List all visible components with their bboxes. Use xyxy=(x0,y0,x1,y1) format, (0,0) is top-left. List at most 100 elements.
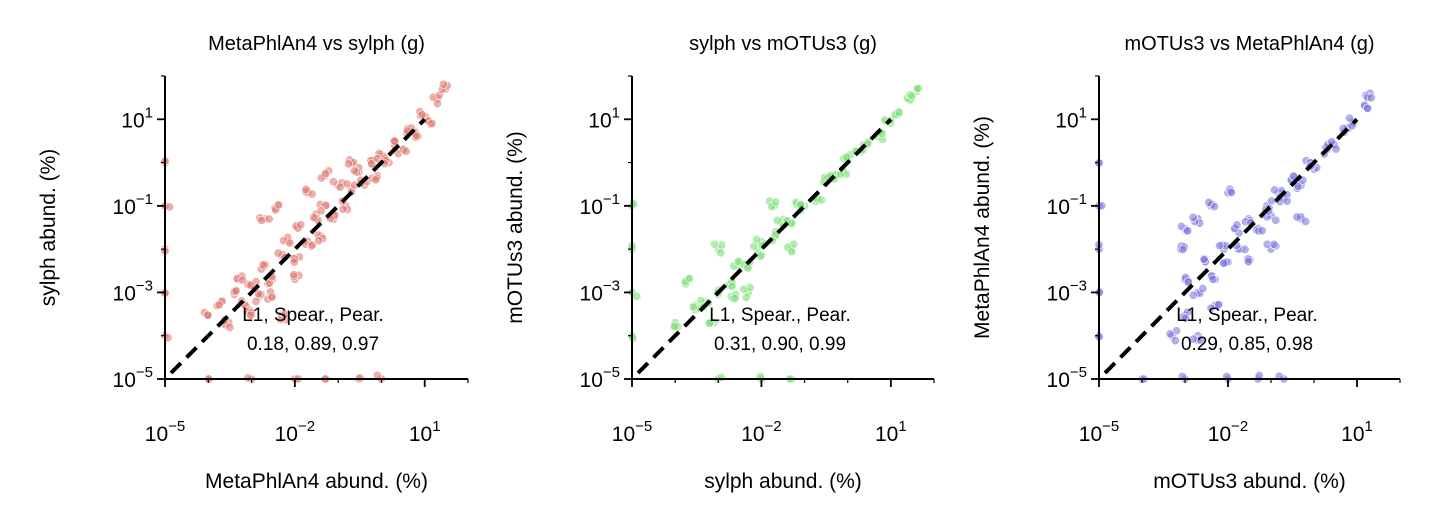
x-axis-label: mOTUs3 abund. (%) xyxy=(1153,470,1346,493)
data-point xyxy=(338,204,348,214)
data-point xyxy=(1204,197,1214,207)
data-point xyxy=(752,235,762,245)
data-point xyxy=(787,218,797,228)
data-point xyxy=(280,309,290,319)
data-point xyxy=(1345,113,1355,123)
y-tick-label: 10−1 xyxy=(113,191,153,219)
x-tick-label: 10−2 xyxy=(1208,418,1248,446)
data-point xyxy=(1208,274,1218,284)
data-point xyxy=(1183,277,1193,287)
data-point xyxy=(307,240,317,250)
y-axis-label: mOTUs3 abund. (%) xyxy=(504,131,527,324)
data-point xyxy=(237,275,247,285)
data-point xyxy=(771,197,781,207)
data-point xyxy=(417,110,427,120)
data-point xyxy=(165,202,175,212)
data-point xyxy=(684,273,694,283)
data-point xyxy=(1219,258,1229,268)
data-point xyxy=(1292,212,1302,222)
data-point xyxy=(1331,144,1341,154)
stats-annotation-header: L1, Spear., Pear. xyxy=(1176,305,1318,326)
data-point xyxy=(710,239,720,249)
data-point xyxy=(1213,300,1223,310)
chart-panel-2: sylph vs mOTUs3 (g) 10−5 10−2 101 10−5 10−3 10… xyxy=(504,33,935,493)
x-tick-label: 10−2 xyxy=(275,418,315,446)
data-point xyxy=(1183,226,1193,236)
identity-line xyxy=(1103,117,1359,375)
data-point xyxy=(254,289,264,299)
data-point xyxy=(427,118,437,128)
chart-title: MetaPhlAn4 vs sylph (g) xyxy=(208,33,425,55)
chart-title: mOTUs3 vs MetaPhlAn4 (g) xyxy=(1124,33,1374,55)
data-point xyxy=(1257,226,1267,236)
data-point xyxy=(1215,241,1225,251)
data-point xyxy=(1363,103,1373,113)
y-tick-label: 101 xyxy=(588,104,620,132)
data-point xyxy=(355,373,365,383)
data-point xyxy=(264,214,274,224)
data-point xyxy=(309,212,319,222)
data-point xyxy=(913,83,923,93)
stats-annotation-values: 0.18, 0.89, 0.97 xyxy=(247,334,379,355)
data-point xyxy=(743,263,753,273)
data-point xyxy=(1188,334,1198,344)
data-point xyxy=(285,238,295,248)
data-point xyxy=(320,168,330,178)
data-point xyxy=(756,251,766,261)
data-point xyxy=(1366,93,1376,103)
x-tick-label: 10−5 xyxy=(1079,418,1119,446)
x-tick-label: 10−5 xyxy=(145,418,185,446)
y-tick-label: 10−5 xyxy=(1047,364,1087,392)
data-point xyxy=(439,79,449,89)
data-point xyxy=(301,184,311,194)
data-point xyxy=(739,284,749,294)
data-point xyxy=(214,300,224,310)
data-point xyxy=(258,260,268,270)
data-point xyxy=(727,281,737,291)
y-tick-label: 10−1 xyxy=(1047,191,1087,219)
y-tick-label: 10−3 xyxy=(113,277,153,305)
data-point xyxy=(1199,255,1209,265)
data-point xyxy=(314,236,324,246)
data-point xyxy=(367,159,377,169)
data-point xyxy=(716,248,726,258)
y-tick-label: 10−5 xyxy=(580,364,620,392)
data-point xyxy=(741,292,751,302)
chart-panel-1: MetaPhlAn4 vs sylph (g) 10−5 10−2 101 10−5 10… xyxy=(37,33,469,493)
data-point xyxy=(343,159,353,169)
data-point xyxy=(289,257,299,267)
data-point xyxy=(816,195,826,205)
data-point xyxy=(267,292,277,302)
data-point xyxy=(730,293,740,303)
data-point xyxy=(1198,284,1208,294)
data-point xyxy=(289,270,299,280)
data-point xyxy=(231,286,241,296)
x-axis-label: MetaPhlAn4 abund. (%) xyxy=(205,470,428,493)
data-point xyxy=(1165,329,1175,339)
data-point xyxy=(411,131,421,141)
stats-annotation-values: 0.29, 0.85, 0.98 xyxy=(1181,334,1313,355)
data-point xyxy=(246,310,256,320)
chart-title: sylph vs mOTUs3 (g) xyxy=(689,33,877,55)
y-axis-label: sylph abund. (%) xyxy=(37,149,60,307)
data-point xyxy=(296,220,306,230)
data-point xyxy=(1271,215,1281,225)
identity-line xyxy=(636,117,893,375)
y-axis-label: MetaPhlAn4 abund. (%) xyxy=(971,116,994,339)
data-point xyxy=(274,200,284,210)
x-tick-label: 10−2 xyxy=(741,418,781,446)
data-point xyxy=(1267,196,1277,206)
data-point xyxy=(842,152,852,162)
x-tick-label: 101 xyxy=(409,418,441,446)
data-point xyxy=(1293,181,1303,191)
data-point xyxy=(1301,216,1311,226)
data-point xyxy=(1243,256,1253,266)
data-point xyxy=(907,91,917,101)
y-tick-label: 10−3 xyxy=(580,277,620,305)
y-tick-label: 101 xyxy=(121,104,153,132)
identity-line xyxy=(169,117,427,375)
data-point xyxy=(1188,290,1198,300)
x-axis-label: sylph abund. (%) xyxy=(704,470,862,493)
data-point xyxy=(1170,336,1180,346)
